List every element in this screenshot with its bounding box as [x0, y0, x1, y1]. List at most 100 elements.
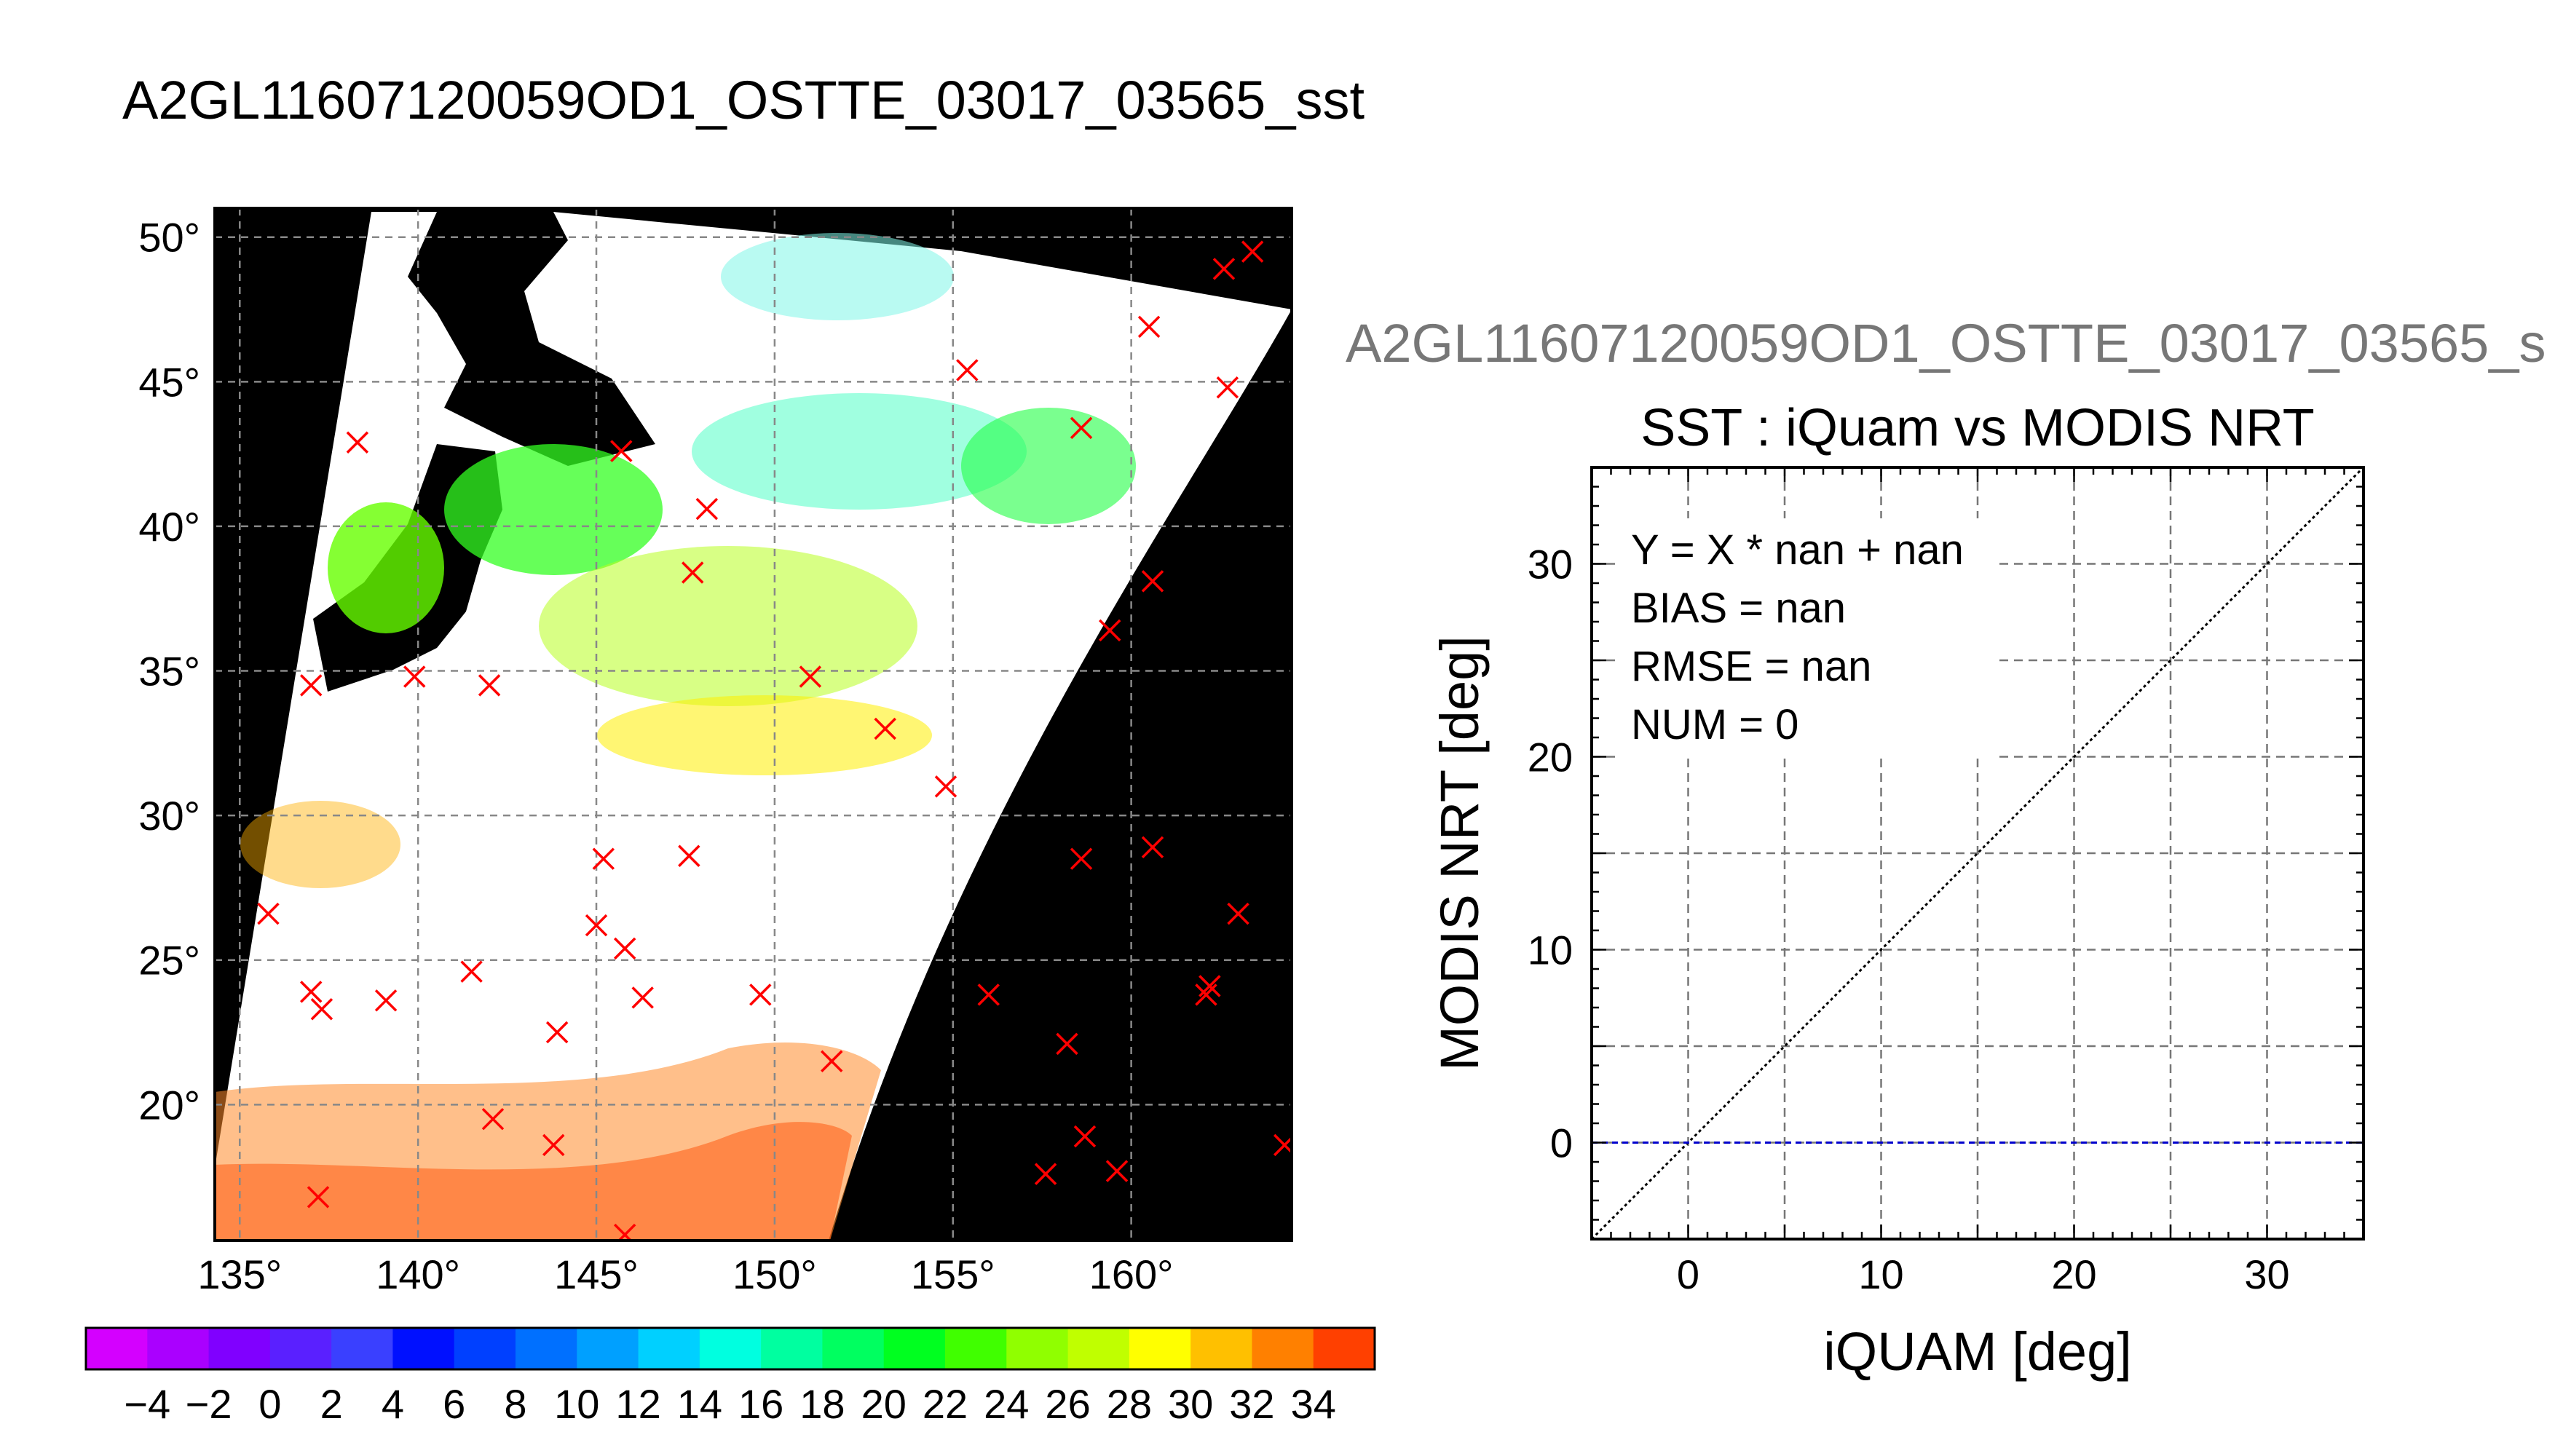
match-marker	[613, 937, 636, 960]
colorbar-tick-label: 4	[382, 1381, 404, 1427]
stats-num: NUM = 0	[1631, 701, 1798, 748]
sst-green-patch	[961, 408, 1136, 524]
match-marker	[749, 984, 772, 1006]
match-marker	[631, 986, 654, 1009]
lon-tick-label: 145°	[554, 1251, 639, 1297]
colorbar-tick-label: −4	[124, 1381, 170, 1427]
match-marker	[956, 359, 979, 381]
match-marker	[310, 998, 333, 1021]
colorbar-tick-label: −2	[186, 1381, 232, 1427]
y-tick-label: 30	[1528, 542, 1573, 587]
sst-hot-band	[215, 1122, 852, 1241]
sst-green-patch-2	[444, 444, 663, 575]
match-marker	[678, 844, 700, 867]
colorbar-cell	[1129, 1328, 1191, 1369]
colorbar-tick-label: 34	[1291, 1381, 1336, 1427]
match-marker	[592, 847, 615, 870]
colorbar-tick-label: 22	[923, 1381, 968, 1427]
match-marker	[1070, 847, 1093, 870]
lon-tick-label: 135°	[197, 1251, 282, 1297]
colorbar-tick-label: 32	[1229, 1381, 1274, 1427]
sst-orange-patch	[240, 801, 400, 888]
match-marker	[1098, 619, 1121, 642]
colorbar-cell	[761, 1328, 823, 1369]
match-marker	[585, 914, 608, 937]
lat-tick-label: 20°	[138, 1082, 200, 1128]
match-marker	[1227, 902, 1249, 925]
map-lat-labels: 20° 25° 30° 35° 40° 45° 50°	[138, 215, 200, 1128]
sst-yellowgreen-patch	[539, 546, 917, 706]
colorbar-cell	[699, 1328, 762, 1369]
colorbar-labels: −4 −2 0 2 4 6 8 10 12 14 16 18 20 22 24 26 28 30 32 34	[124, 1381, 1336, 1427]
colorbar-tick-label: 12	[615, 1381, 660, 1427]
page-title: A2GL11607120059OD1_OSTTE_03017_03565_sst	[122, 70, 1365, 130]
match-marker	[545, 1021, 569, 1044]
match-marker	[1137, 315, 1161, 339]
colorbar-cells	[86, 1328, 1375, 1369]
scatter-subtitle: A2GL11607120059OD1_OSTTE_03017_03565_s	[1346, 313, 2546, 373]
y-tick-labels: 0 10 20 30	[1528, 542, 1573, 1166]
map-markers	[257, 240, 1292, 1241]
x-axis-label: iQUAM [deg]	[1823, 1321, 2132, 1382]
sst-cool-patch	[721, 233, 954, 320]
colorbar-tick-label: 30	[1168, 1381, 1213, 1427]
match-marker	[542, 1133, 565, 1157]
x-tick-label: 20	[2051, 1251, 2096, 1297]
match-marker	[934, 775, 957, 798]
match-marker	[977, 984, 1000, 1006]
colorbar-tick-label: 8	[504, 1381, 526, 1427]
colorbar: −4 −2 0 2 4 6 8 10 12 14 16 18 20 22 24 26 28 30 32 34	[84, 1326, 1376, 1427]
colorbar-tick-label: 16	[738, 1381, 783, 1427]
colorbar-cell	[1006, 1328, 1069, 1369]
map-lon-labels: 135° 140° 145° 150° 155° 160°	[197, 1251, 1173, 1297]
map-frame	[213, 207, 1293, 1242]
colorbar-cell	[638, 1328, 700, 1369]
scatter-title: SST : iQuam vs MODIS NRT	[1640, 399, 2315, 457]
colorbar-tick-label: 18	[799, 1381, 845, 1427]
colorbar-cell	[516, 1328, 577, 1369]
match-marker	[346, 431, 369, 454]
colorbar-cell	[208, 1328, 271, 1369]
match-marker	[1241, 240, 1264, 263]
colorbar-tick-label: 10	[554, 1381, 599, 1427]
colorbar-frame	[84, 1326, 1376, 1371]
sst-green-patch-3	[328, 502, 444, 633]
match-marker	[481, 1107, 505, 1131]
colorbar-tick-label: 6	[443, 1381, 465, 1427]
lat-tick-label: 35°	[138, 649, 200, 695]
colorbar-cell	[1313, 1328, 1375, 1369]
colorbar-tick-label: 14	[677, 1381, 722, 1427]
match-marker	[821, 1050, 843, 1072]
colorbar-tick-label: 26	[1045, 1381, 1090, 1427]
match-marker	[1105, 1160, 1129, 1182]
colorbar-cell	[1067, 1328, 1130, 1369]
colorbar-cell	[1252, 1328, 1314, 1369]
colorbar-tick-label: 24	[984, 1381, 1029, 1427]
match-marker	[460, 960, 483, 983]
match-marker	[1070, 416, 1093, 440]
lat-tick-label: 30°	[138, 793, 200, 839]
stats-box	[1618, 518, 1997, 759]
lat-tick-label: 45°	[138, 359, 200, 405]
match-marker	[874, 717, 896, 740]
match-marker	[478, 674, 501, 697]
match-marker	[299, 674, 323, 697]
x-tick-label: 30	[2244, 1251, 2289, 1297]
plot-lines	[1592, 467, 2364, 1239]
x-tick-label: 0	[1677, 1251, 1699, 1297]
y-axis-label: MODIS NRT [deg]	[1429, 636, 1490, 1071]
colorbar-cell	[454, 1328, 516, 1369]
match-marker	[403, 665, 426, 688]
match-marker	[307, 1186, 330, 1208]
match-marker	[682, 561, 704, 584]
sst-map: 135° 140° 145° 150° 155° 160° 20° 25° 30° 35° 40°…	[138, 207, 1293, 1297]
lon-tick-label: 140°	[376, 1251, 460, 1297]
x-tick-labels: 0 10 20 30	[1677, 1251, 2290, 1297]
sst-yellow-patch	[597, 695, 932, 775]
map-grid	[215, 208, 1292, 1241]
colorbar-cell	[822, 1328, 885, 1369]
lon-tick-label: 150°	[732, 1251, 817, 1297]
match-marker	[257, 902, 280, 925]
lon-tick-label: 160°	[1089, 1251, 1174, 1297]
stats-bias: BIAS = nan	[1631, 585, 1846, 632]
